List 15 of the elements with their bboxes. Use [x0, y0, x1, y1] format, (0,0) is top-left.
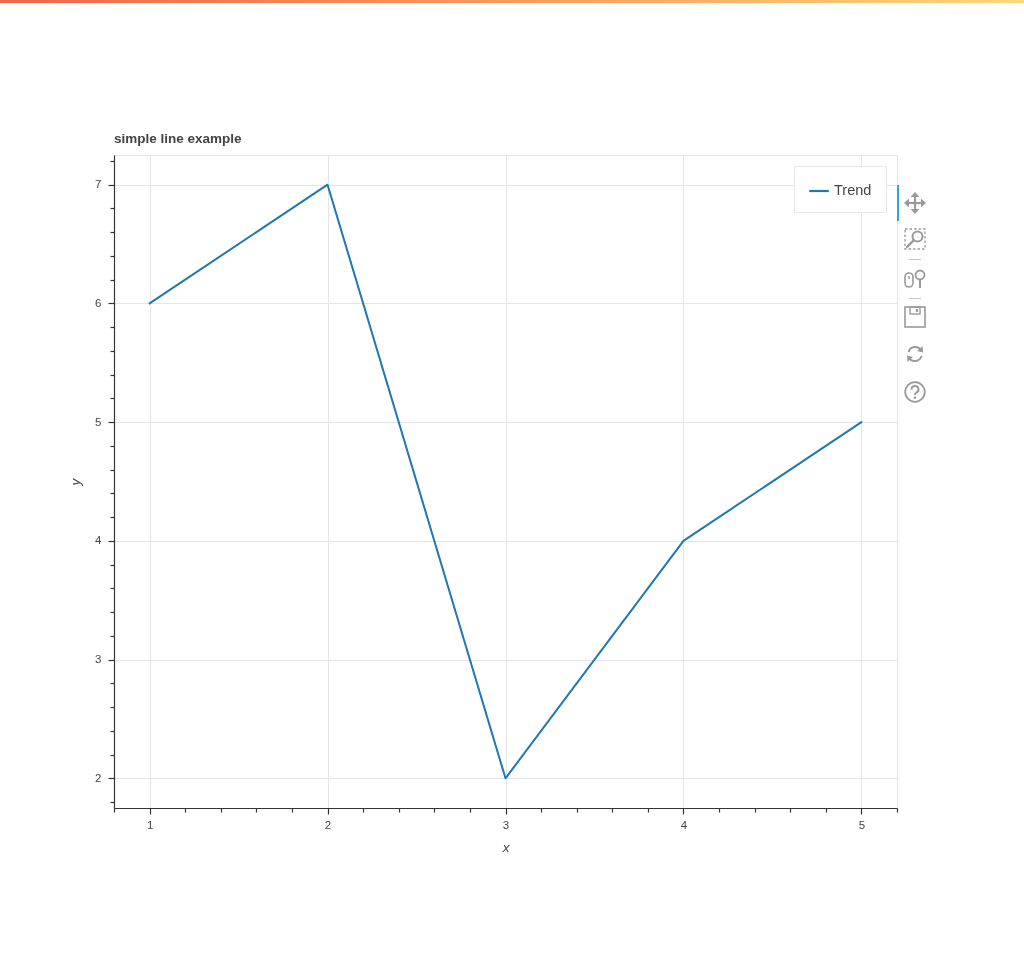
y-tick-label: 7 — [95, 178, 102, 191]
y-tick-label: 2 — [95, 771, 102, 784]
y-tick-label: 4 — [95, 534, 103, 547]
x-tick-label: 1 — [146, 818, 154, 831]
y-axis-title: y — [68, 477, 84, 487]
y-tick-label: 5 — [95, 415, 102, 428]
y-tick-label: 6 — [95, 296, 102, 309]
chart-title: simple line example — [114, 131, 243, 147]
x-tick-label: 5 — [858, 818, 866, 831]
x-axis-title: x — [501, 840, 511, 855]
x-tick-label: 3 — [502, 818, 510, 831]
x-tick-label: 2 — [324, 818, 332, 831]
x-tick-label: 4 — [680, 818, 688, 831]
legend-label: Trend — [834, 182, 872, 198]
y-tick-label: 3 — [95, 653, 102, 666]
